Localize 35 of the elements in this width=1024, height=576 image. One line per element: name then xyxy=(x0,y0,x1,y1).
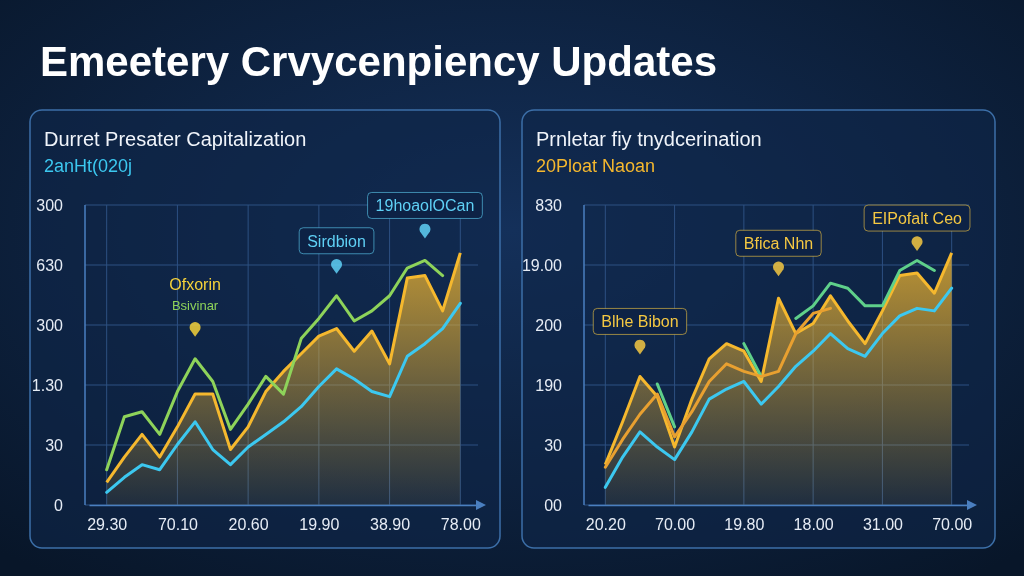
chart-subtitle: 20Ploat Naoan xyxy=(536,156,656,176)
chart-subtitle: 2anHt(020j xyxy=(44,156,133,176)
text: 0 xyxy=(54,496,64,514)
x-tick-label: 31.00 xyxy=(862,516,904,534)
text: 1.30 xyxy=(31,376,64,394)
text: 190 xyxy=(535,376,563,394)
annotation: Bfica Nhn xyxy=(743,235,814,253)
x-tick-label: 29.30 xyxy=(87,516,128,534)
text: 30 xyxy=(45,436,64,454)
x-tick-label: 70.00 xyxy=(932,516,973,534)
x-tick-label: 38.90 xyxy=(370,516,411,534)
chart-title: Durret Presater Capitalization xyxy=(44,128,307,150)
x-tick-label: 19.80 xyxy=(724,516,765,534)
x-tick-label: 19.90 xyxy=(299,516,340,534)
x-tick-label: 78.00 xyxy=(440,516,481,534)
annotation: Ofxorin Bsivinar xyxy=(169,275,221,313)
x-tick-label: 20.20 xyxy=(585,516,626,534)
x-tick-label: 70.10 xyxy=(157,516,199,534)
text: 830 xyxy=(535,196,563,214)
text: 19.00 xyxy=(521,256,563,274)
x-tick-label: 18.00 xyxy=(793,516,834,534)
x-tick-label: 70.00 xyxy=(655,516,696,534)
text: Emeetery Crvycenpiency Updates xyxy=(40,38,717,85)
text: 200 xyxy=(535,316,563,334)
annotation: Blhe Bibon xyxy=(601,313,679,331)
annotation: 19hoaolOCan xyxy=(375,197,475,215)
text: 300 xyxy=(36,316,64,334)
annotation: Sirdbion xyxy=(307,232,366,250)
chart-title: Prnletar fiy tnydcerination xyxy=(536,128,762,150)
x-tick-label: 20.60 xyxy=(228,516,269,534)
text: 630 xyxy=(36,256,64,274)
annotation: EIPofalt Ceo xyxy=(872,210,963,228)
text: 300 xyxy=(36,196,64,214)
text: 30 xyxy=(544,436,563,454)
text: 00 xyxy=(544,496,563,514)
